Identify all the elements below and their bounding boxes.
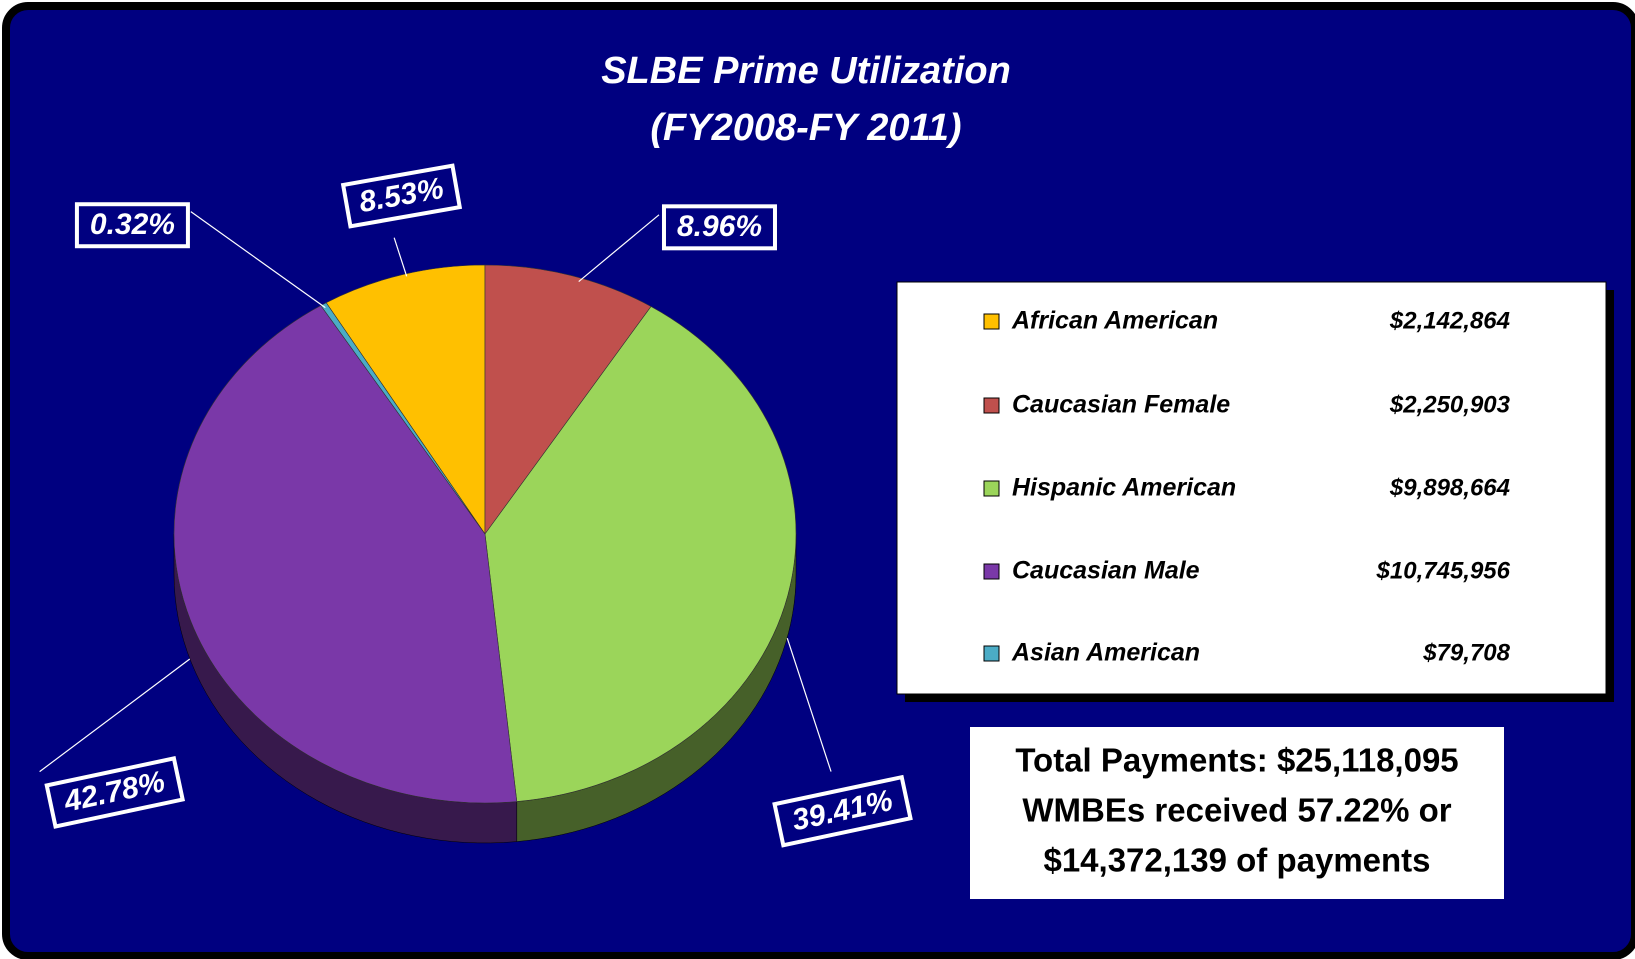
leader-line bbox=[786, 637, 832, 772]
chart-title: SLBE Prime Utilization bbox=[601, 50, 1011, 92]
legend-label: Hispanic American bbox=[1012, 474, 1236, 502]
legend-label: Caucasian Female bbox=[1012, 391, 1230, 419]
data-label-box bbox=[74, 202, 190, 249]
legend-swatch bbox=[983, 480, 1000, 497]
leader-line bbox=[393, 237, 408, 277]
legend-amount: $2,142,864 bbox=[1389, 307, 1510, 334]
legend-swatch bbox=[983, 645, 1000, 662]
slice bbox=[484, 306, 797, 802]
annotation-line: Total Payments: $25,118,095 bbox=[1015, 742, 1458, 779]
legend-label: African American bbox=[1011, 307, 1218, 335]
slice bbox=[325, 264, 486, 535]
legend bbox=[896, 281, 1607, 695]
legend-amount: $2,250,903 bbox=[1389, 391, 1511, 418]
legend-label: Asian American bbox=[1011, 639, 1200, 667]
annotation-box bbox=[970, 727, 1504, 899]
legend-swatch bbox=[983, 397, 1000, 414]
data-label: 0.32% bbox=[74, 202, 190, 249]
data-label: 8.96% bbox=[661, 204, 777, 251]
data-label-text: 8.96% bbox=[677, 210, 762, 243]
data-label-box bbox=[44, 756, 186, 829]
legend-swatch bbox=[983, 563, 1000, 580]
legend-amount: $9,898,664 bbox=[1389, 474, 1510, 501]
chart-subtitle: (FY2008-FY 2011) bbox=[650, 107, 961, 149]
leader-line bbox=[578, 214, 660, 282]
data-label: 8.53% bbox=[340, 163, 463, 229]
leader-line bbox=[39, 658, 191, 773]
data-label-box bbox=[661, 204, 777, 251]
legend-amount: $10,745,956 bbox=[1376, 557, 1511, 584]
data-label-box bbox=[340, 163, 463, 229]
data-label-box bbox=[772, 774, 913, 848]
slice bbox=[173, 305, 518, 804]
legend-amount: $79,708 bbox=[1422, 639, 1510, 666]
slice bbox=[484, 264, 652, 535]
legend-label: Caucasian Male bbox=[1012, 557, 1200, 585]
leader-line bbox=[190, 211, 326, 309]
legend-swatch bbox=[983, 313, 1000, 330]
annotation-line: $14,372,139 of payments bbox=[1043, 842, 1430, 879]
slice bbox=[320, 302, 486, 535]
annotation-line: WMBEs received 57.22% or bbox=[1022, 792, 1451, 829]
data-label-text: 0.32% bbox=[90, 208, 175, 241]
